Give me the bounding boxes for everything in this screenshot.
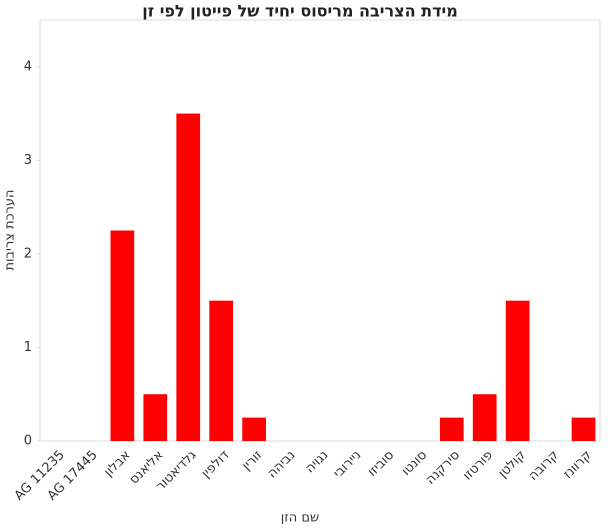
bar (472, 394, 497, 441)
x-tick-label: פורטזו (460, 448, 496, 484)
x-axis-label: שם הזן (281, 511, 320, 526)
x-tick-label: קרובה (526, 448, 562, 484)
bar (439, 417, 464, 441)
x-tick-label: זורין (239, 448, 265, 474)
x-tick-label: סוביזו (365, 448, 397, 480)
x-tick-label: נביהה (265, 448, 299, 482)
bar (209, 300, 234, 441)
x-tick-label: ניירובי (331, 448, 364, 481)
bar (110, 230, 135, 441)
plot-area (39, 19, 601, 442)
x-tick-label: סירקנה (423, 448, 463, 488)
x-tick-label: קולטן (496, 448, 529, 481)
bar (143, 394, 168, 441)
bar (176, 113, 201, 442)
y-tick-label: 1 (24, 340, 32, 355)
y-axis-label: הערכת צריבות (3, 189, 18, 270)
bar (242, 417, 266, 441)
y-tick-label: 2 (24, 246, 32, 261)
y-tick-label: 0 (24, 434, 32, 449)
bar (571, 417, 596, 441)
chart-title: מידת הצריבה מריסוס יחיד של פייטון לפי זן (142, 2, 458, 21)
bar (505, 300, 530, 441)
x-tick-label: נגויה (303, 448, 332, 477)
y-tick-label: 4 (24, 59, 32, 74)
y-tick-label: 3 (24, 153, 32, 168)
x-tick-label: דולפין (199, 448, 233, 482)
x-tick-label: קרוונז (561, 448, 595, 482)
